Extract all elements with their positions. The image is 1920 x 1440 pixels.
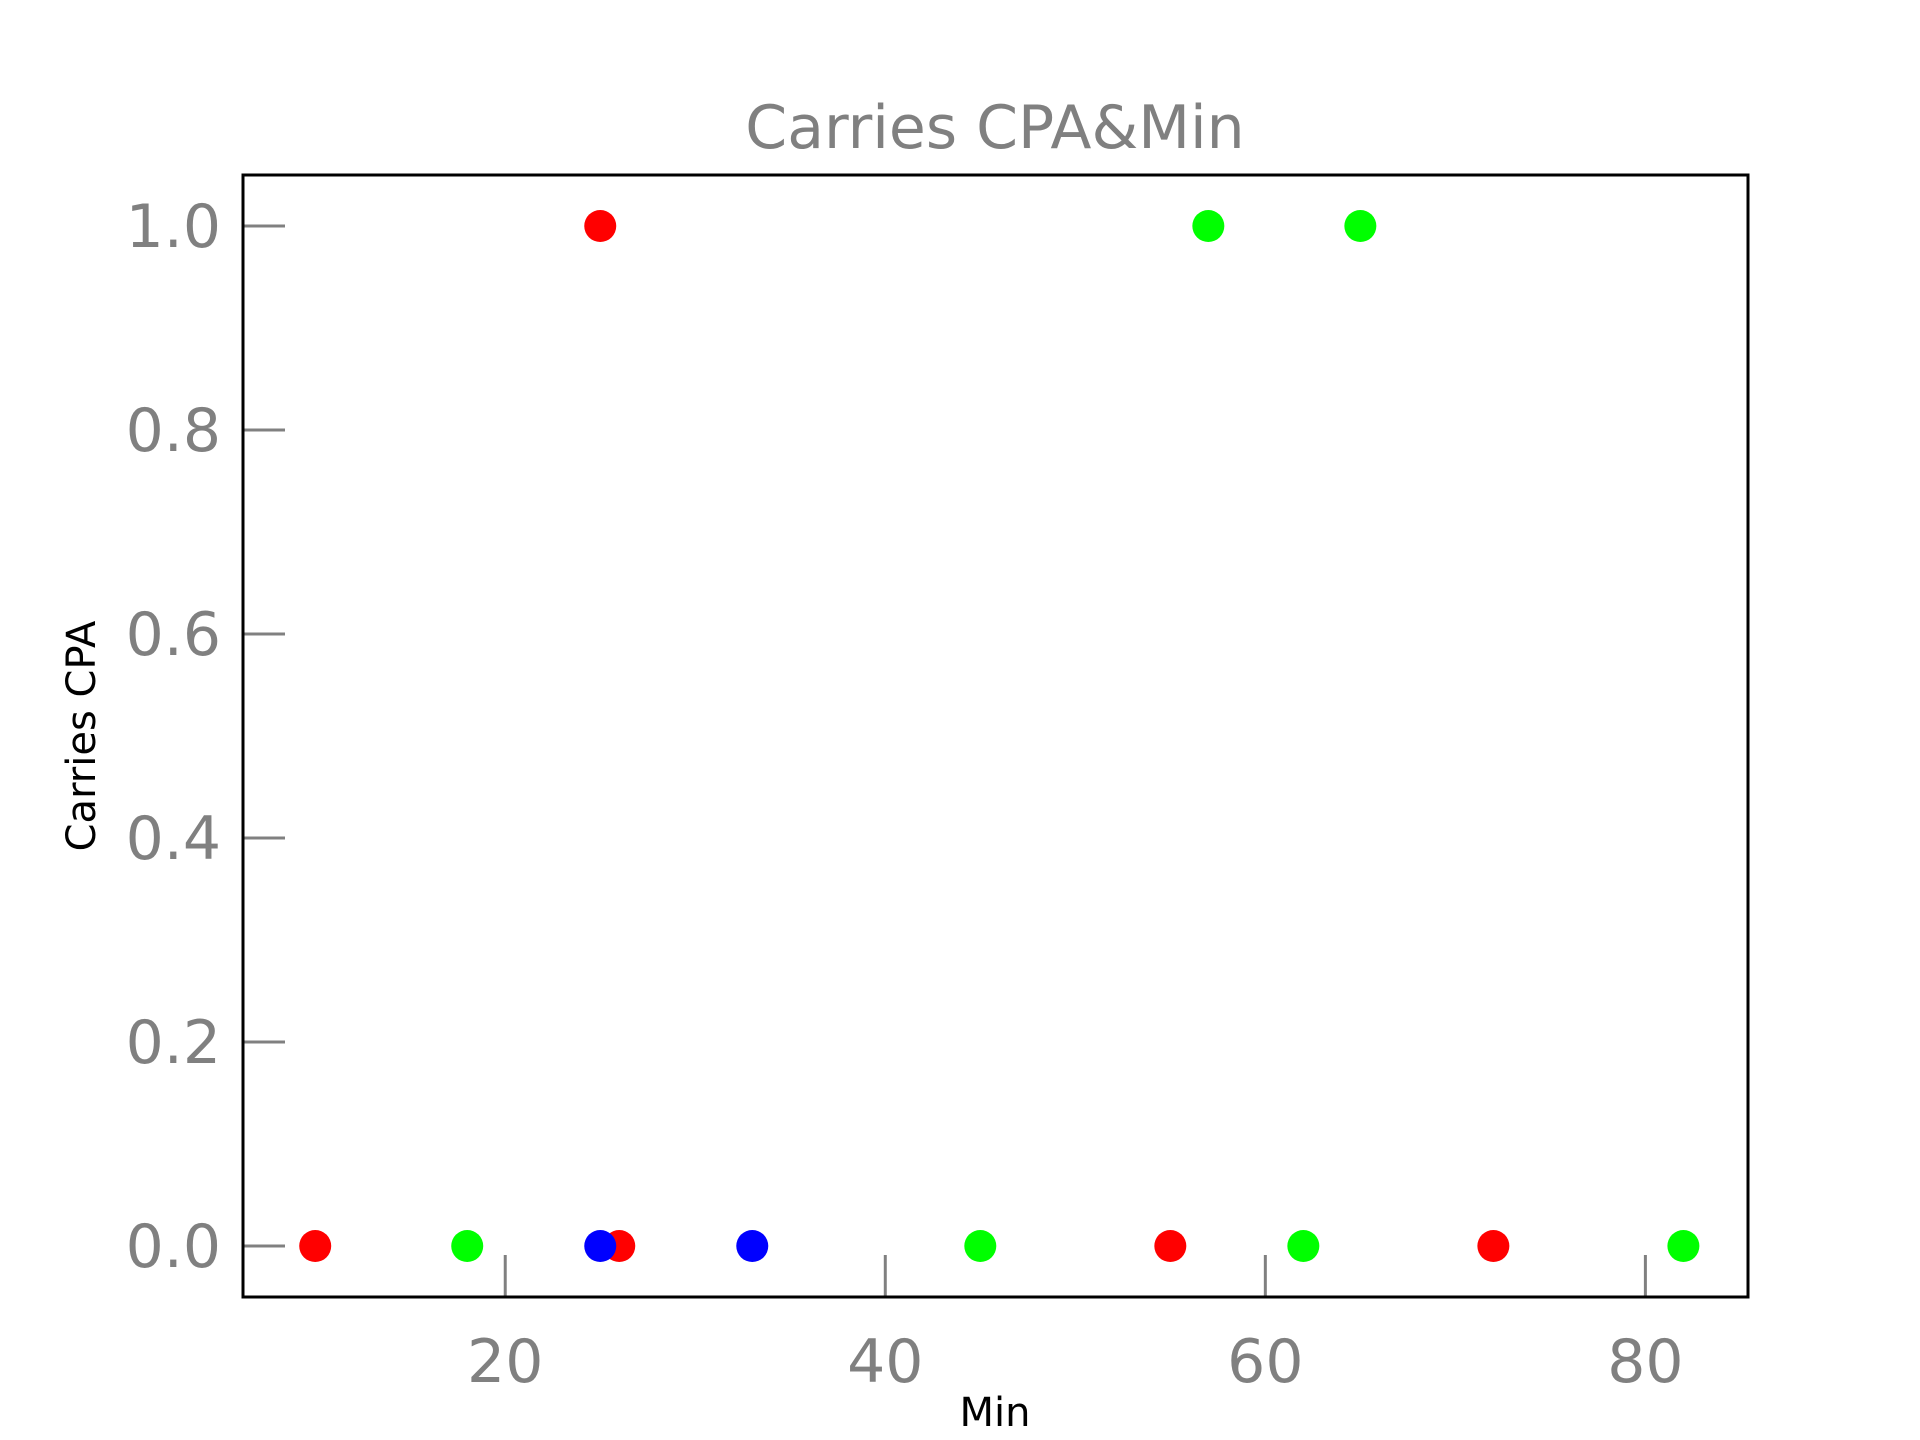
y-tick-label: 1.0 bbox=[126, 192, 221, 262]
y-tick-label: 0.4 bbox=[126, 804, 221, 874]
x-tick-label: 60 bbox=[1227, 1327, 1303, 1397]
data-point bbox=[584, 1230, 617, 1262]
data-point bbox=[1154, 1230, 1187, 1262]
data-point bbox=[964, 1230, 997, 1262]
y-tick-label: 0.0 bbox=[126, 1212, 221, 1282]
axis-ticks: 20 40 60 80 0.0 0.2 0.4 0.6 0.8 1.0 bbox=[126, 192, 1684, 1397]
y-tick-label: 0.6 bbox=[126, 600, 221, 670]
y-tick-label: 0.2 bbox=[126, 1008, 221, 1078]
data-point bbox=[1192, 210, 1225, 242]
data-point bbox=[299, 1230, 332, 1262]
data-point bbox=[736, 1230, 769, 1262]
chart-title: Carries CPA&Min bbox=[745, 93, 1244, 163]
data-point bbox=[1344, 210, 1377, 242]
x-tick-label: 20 bbox=[467, 1327, 543, 1397]
data-point bbox=[1667, 1230, 1700, 1262]
x-tick-label: 80 bbox=[1607, 1327, 1683, 1397]
plot-frame bbox=[241, 173, 1750, 1299]
y-axis-label: Carries CPA bbox=[59, 620, 105, 851]
data-point bbox=[584, 210, 617, 242]
x-tick-label: 40 bbox=[847, 1327, 923, 1397]
data-point bbox=[451, 1230, 484, 1262]
y-tick-label: 0.8 bbox=[126, 396, 221, 466]
data-point bbox=[1287, 1230, 1320, 1262]
data-point bbox=[1477, 1230, 1510, 1262]
x-axis-label: Min bbox=[960, 1390, 1031, 1436]
data-points bbox=[299, 210, 1700, 1262]
